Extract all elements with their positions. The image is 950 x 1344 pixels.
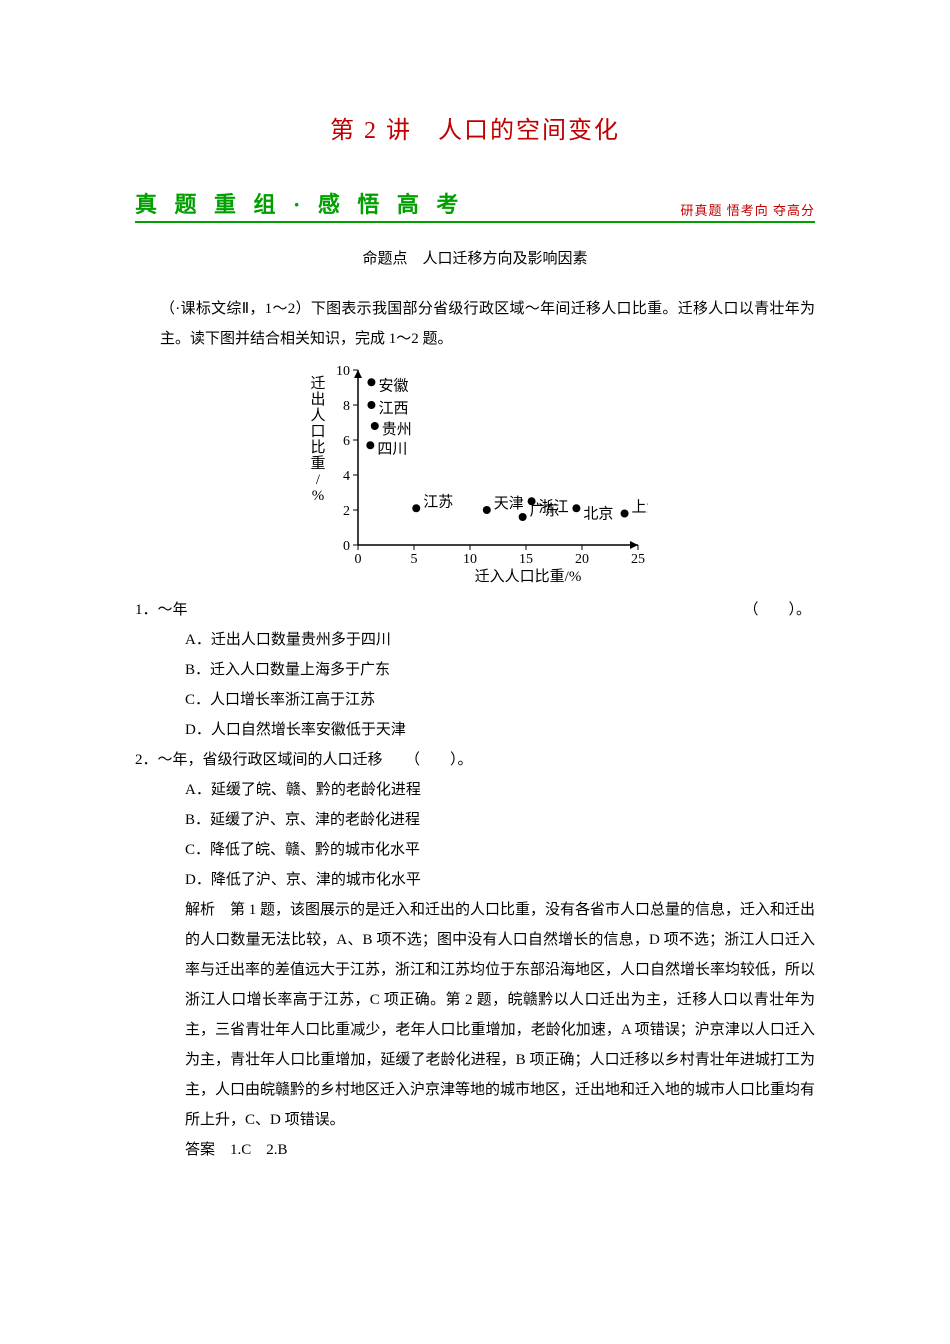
- svg-text:江苏: 江苏: [423, 493, 453, 510]
- svg-text:2: 2: [343, 504, 350, 519]
- svg-text:%: %: [311, 488, 324, 504]
- q1-paren: （ ）。: [743, 595, 811, 625]
- svg-text:25: 25: [631, 552, 645, 567]
- question-2: 2．～年，省级行政区域间的人口迁移 （ ）。: [135, 745, 815, 775]
- section-right-title: 研真题 悟考向 夺高分: [680, 200, 815, 219]
- explanation: 解析 第 1 题，该图展示的是迁入和迁出的人口比重，没有各省市人口总量的信息，迁…: [185, 895, 815, 1135]
- intro-paragraph: （·课标文综Ⅱ，1～2）下图表示我国部分省级行政区域～年间迁移人口比重。迁移人口…: [160, 294, 815, 354]
- svg-text:0: 0: [354, 552, 361, 567]
- q1-opt-c: C．人口增长率浙江高于江苏: [185, 685, 815, 715]
- lesson-title: 第 2 讲 人口的空间变化: [135, 110, 815, 145]
- svg-text:口: 口: [310, 424, 325, 440]
- svg-text:迁入人口比重/%: 迁入人口比重/%: [474, 568, 581, 585]
- svg-text:4: 4: [343, 469, 350, 484]
- answer-line: 答案 1.C 2.B: [185, 1135, 815, 1165]
- section-underline: [135, 221, 815, 223]
- q2-opt-a: A．延缓了皖、赣、黔的老龄化进程: [185, 775, 815, 805]
- q2-opt-c: C．降低了皖、赣、黔的城市化水平: [185, 835, 815, 865]
- q1-opt-d: D．人口自然增长率安徽低于天津: [185, 715, 815, 745]
- svg-text:6: 6: [343, 434, 350, 449]
- svg-text:8: 8: [343, 399, 350, 414]
- svg-text:北京: 北京: [583, 505, 613, 522]
- svg-text:重: 重: [310, 455, 325, 472]
- svg-text:安徽: 安徽: [378, 377, 408, 394]
- svg-text:江西: 江西: [378, 400, 408, 417]
- q1-opt-a: A．迁出人口数量贵州多于四川: [185, 625, 815, 655]
- svg-text:出: 出: [310, 391, 325, 408]
- svg-text:0: 0: [343, 539, 350, 554]
- q2-opt-d: D．降低了沪、京、津的城市化水平: [185, 865, 815, 895]
- svg-text:10: 10: [336, 364, 350, 379]
- svg-text:上海: 上海: [631, 499, 647, 516]
- svg-text:天津: 天津: [493, 495, 523, 512]
- svg-text:贵州: 贵州: [381, 421, 411, 438]
- svg-text:/: /: [315, 472, 320, 488]
- section-header: 真 题 重 组 · 感 悟 高 考 研真题 悟考向 夺高分: [135, 195, 815, 223]
- svg-text:比: 比: [310, 439, 325, 456]
- svg-text:5: 5: [410, 552, 417, 567]
- q1-options: A．迁出人口数量贵州多于四川 B．迁入人口数量上海多于广东 C．人口增长率浙江高…: [185, 625, 815, 745]
- question-1: 1．～年 （ ）。: [135, 595, 815, 625]
- svg-text:广东: 广东: [529, 502, 559, 519]
- q2-opt-b: B．延缓了沪、京、津的老龄化进程: [185, 805, 815, 835]
- chart-svg: 05101520250246810迁入人口比重/%迁出人口比重/%安徽江西贵州四…: [303, 360, 648, 585]
- svg-text:人: 人: [310, 407, 325, 424]
- q1-number: 1．～年: [135, 602, 188, 618]
- topic-line: 命题点 人口迁移方向及影响因素: [135, 247, 815, 268]
- svg-text:20: 20: [575, 552, 589, 567]
- scatter-chart: 05101520250246810迁入人口比重/%迁出人口比重/%安徽江西贵州四…: [135, 360, 815, 585]
- svg-text:15: 15: [519, 552, 533, 567]
- q2-text: 2．～年，省级行政区域间的人口迁移 （ ）。: [135, 752, 473, 768]
- svg-text:迁: 迁: [310, 375, 325, 392]
- svg-text:四川: 四川: [377, 441, 407, 457]
- q2-options: A．延缓了皖、赣、黔的老龄化进程 B．延缓了沪、京、津的老龄化进程 C．降低了皖…: [185, 775, 815, 895]
- q1-opt-b: B．迁入人口数量上海多于广东: [185, 655, 815, 685]
- section-left-title: 真 题 重 组 · 感 悟 高 考: [135, 187, 464, 219]
- svg-text:10: 10: [463, 552, 477, 567]
